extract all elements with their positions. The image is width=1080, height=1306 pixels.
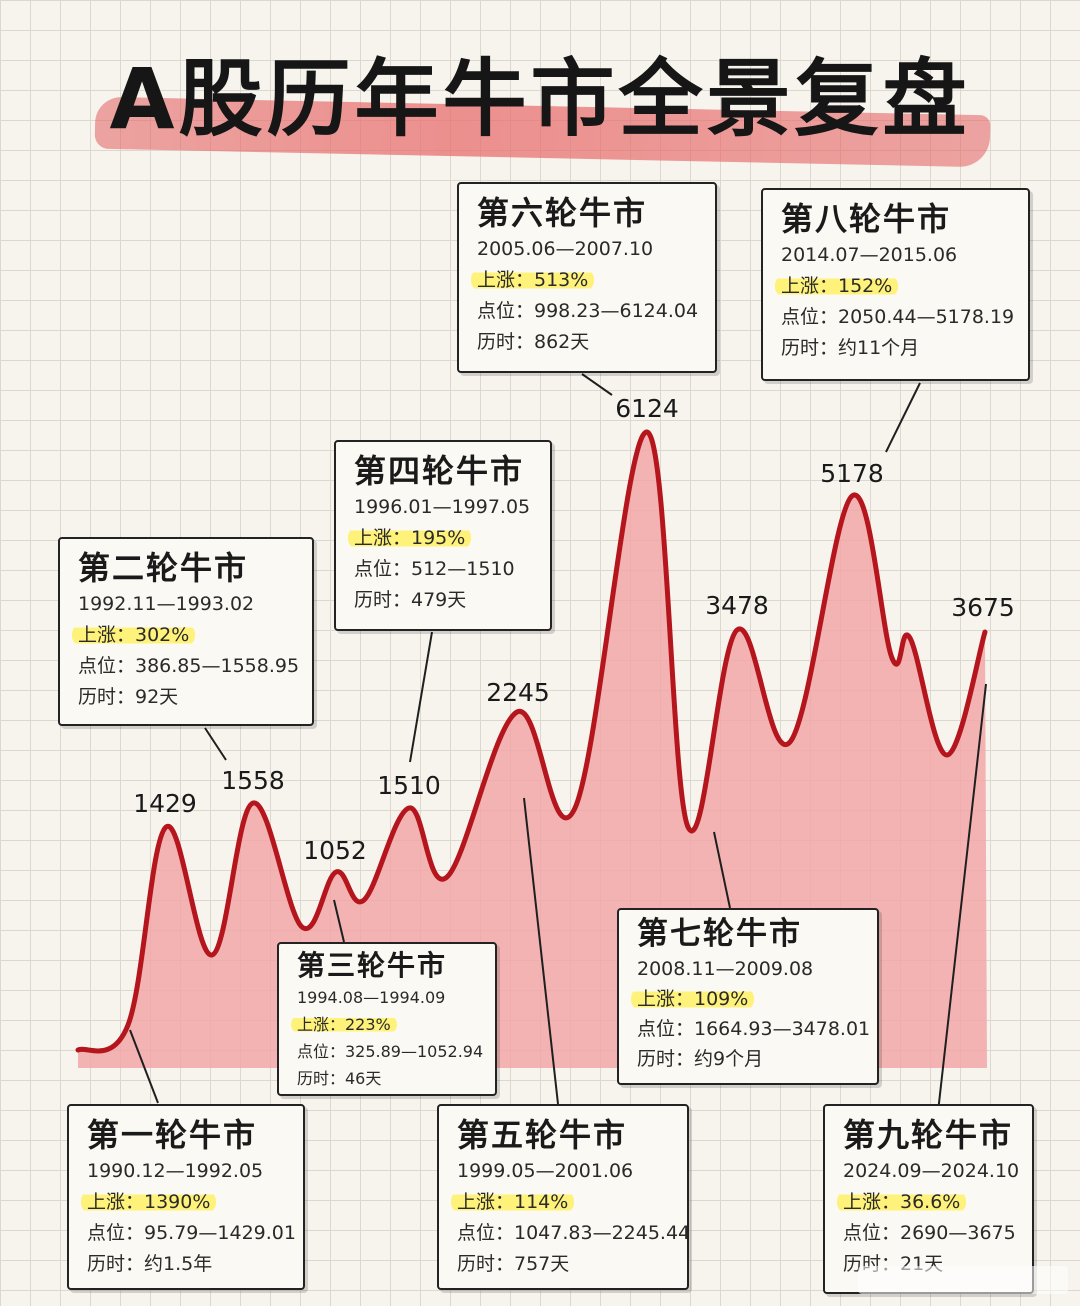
leader-line bbox=[204, 727, 227, 761]
callout-period: 1992.11—1993.02 bbox=[78, 593, 255, 615]
callout-points: 点位：1664.93—3478.01 bbox=[637, 1018, 871, 1040]
callout-duration: 历时：约9个月 bbox=[637, 1048, 764, 1070]
leader-line bbox=[333, 899, 345, 943]
callout-title: 第三轮牛市 bbox=[297, 949, 448, 982]
callout-title: 第九轮牛市 bbox=[843, 1116, 1014, 1154]
title-area: A股历年牛市全景复盘 bbox=[0, 18, 1080, 168]
callout-points: 点位：386.85—1558.95 bbox=[78, 655, 300, 677]
callout-gain: 上涨：513% bbox=[471, 265, 701, 296]
callout-gain: 上涨：36.6% bbox=[837, 1187, 1018, 1218]
callout-title: 第七轮牛市 bbox=[637, 916, 802, 952]
callout-duration: 历时：约1.5年 bbox=[87, 1253, 213, 1275]
callout-title: 第二轮牛市 bbox=[78, 549, 249, 587]
callout-duration: 历时：92天 bbox=[78, 686, 179, 708]
peak-label: 1558 bbox=[221, 766, 285, 795]
callout-bull-7: 第七轮牛市 2008.11—2009.08 上涨：109% 点位：1664.93… bbox=[617, 908, 879, 1085]
callout-title: 第五轮牛市 bbox=[457, 1116, 628, 1154]
callout-gain: 上涨：302% bbox=[72, 620, 298, 651]
callout-gain: 上涨：223% bbox=[291, 1011, 481, 1038]
callout-bull-2: 第二轮牛市 1992.11—1993.02 上涨：302% 点位：386.85—… bbox=[58, 537, 314, 726]
callout-period: 2008.11—2009.08 bbox=[637, 958, 814, 980]
callout-bull-1: 第一轮牛市 1990.12—1992.05 上涨：1390% 点位：95.79—… bbox=[67, 1104, 305, 1290]
callout-bull-8: 第八轮牛市 2014.07—2015.06 上涨：152% 点位：2050.44… bbox=[761, 188, 1030, 381]
index-line bbox=[75, 429, 988, 1054]
callout-title: 第六轮牛市 bbox=[477, 194, 648, 232]
leader-line bbox=[713, 831, 731, 909]
callout-gain: 上涨：114% bbox=[451, 1187, 673, 1218]
peak-label: 6124 bbox=[615, 394, 679, 423]
callout-bull-4: 第四轮牛市 1996.01—1997.05 上涨：195% 点位：512—151… bbox=[334, 440, 552, 631]
callout-points: 点位：95.79—1429.01 bbox=[87, 1222, 296, 1244]
callout-title: 第八轮牛市 bbox=[781, 200, 952, 238]
callout-duration: 历时：757天 bbox=[457, 1253, 570, 1275]
callout-duration: 历时：479天 bbox=[354, 589, 467, 611]
callout-bull-5: 第五轮牛市 1999.05—2001.06 上涨：114% 点位：1047.83… bbox=[437, 1104, 691, 1290]
callout-duration: 历时：约11个月 bbox=[781, 337, 920, 359]
peak-label: 1510 bbox=[377, 771, 441, 800]
callout-period: 1990.12—1992.05 bbox=[87, 1160, 264, 1182]
callout-gain: 上涨：109% bbox=[631, 984, 863, 1014]
callout-duration: 历时：46天 bbox=[297, 1069, 382, 1088]
watermark-overlay bbox=[858, 1266, 1068, 1294]
leader-line bbox=[129, 1029, 159, 1104]
callout-gain: 上涨：1390% bbox=[81, 1187, 289, 1218]
peak-label: 1052 bbox=[303, 836, 367, 865]
callout-points: 点位：998.23—6124.04 bbox=[477, 300, 699, 322]
peak-label: 5178 bbox=[820, 459, 884, 488]
callout-gain: 上涨：195% bbox=[348, 523, 536, 554]
callout-title: 第四轮牛市 bbox=[354, 452, 525, 490]
peak-label: 1429 bbox=[133, 789, 197, 818]
callout-points: 点位：325.89—1052.94 bbox=[297, 1042, 484, 1061]
peak-label: 2245 bbox=[486, 678, 550, 707]
leader-line bbox=[937, 683, 987, 1113]
callout-bull-9: 第九轮牛市 2024.09—2024.10 上涨：36.6% 点位：2690—3… bbox=[823, 1104, 1034, 1294]
leader-line bbox=[581, 373, 613, 396]
callout-bull-3: 第三轮牛市 1994.08—1994.09 上涨：223% 点位：325.89—… bbox=[277, 942, 497, 1096]
peak-label: 3675 bbox=[951, 593, 1015, 622]
peak-labels: 1429 1558 1052 1510 2245 6124 3478 5178 3675 bbox=[133, 394, 1015, 865]
callout-period: 2014.07—2015.06 bbox=[781, 244, 958, 266]
callout-period: 2005.06—2007.10 bbox=[477, 238, 654, 260]
callout-points: 点位：1047.83—2245.44 bbox=[457, 1222, 691, 1244]
leader-line bbox=[409, 631, 433, 763]
callout-period: 1996.01—1997.05 bbox=[354, 496, 531, 518]
callout-period: 1999.05—2001.06 bbox=[457, 1160, 634, 1182]
peak-label: 3478 bbox=[705, 591, 769, 620]
callout-gain: 上涨：152% bbox=[775, 271, 1014, 302]
leader-lines bbox=[129, 373, 987, 1113]
callout-title: 第一轮牛市 bbox=[87, 1116, 258, 1154]
callout-period: 1994.08—1994.09 bbox=[297, 988, 446, 1007]
leader-line bbox=[885, 382, 921, 453]
callout-period: 2024.09—2024.10 bbox=[843, 1160, 1020, 1182]
callout-points: 点位：2050.44—5178.19 bbox=[781, 306, 1015, 328]
callout-duration: 历时：862天 bbox=[477, 331, 590, 353]
callout-bull-6: 第六轮牛市 2005.06—2007.10 上涨：513% 点位：998.23—… bbox=[457, 182, 717, 373]
callout-points: 点位：2690—3675 bbox=[843, 1222, 1016, 1244]
page-title: A股历年牛市全景复盘 bbox=[109, 50, 971, 148]
callout-points: 点位：512—1510 bbox=[354, 558, 515, 580]
leader-line bbox=[523, 797, 559, 1105]
